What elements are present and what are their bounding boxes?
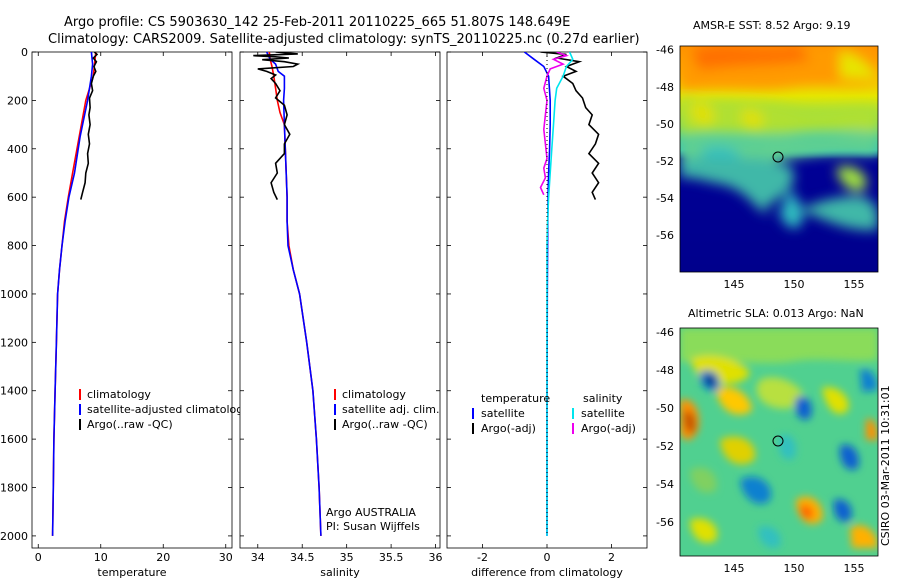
depth-tick-label: 1200 [0, 336, 28, 349]
sla-map-xtick-label: 150 [784, 562, 805, 575]
sst-map-ytick-label: -56 [656, 229, 674, 242]
difference-xlabel: difference from climatology [471, 566, 623, 579]
salinity-xtick-label: 35 [340, 551, 354, 564]
sla-map-title: Altimetric SLA: 0.013 Argo: NaN [688, 307, 864, 320]
sla-map-ytick-label: -54 [656, 478, 674, 491]
temperature-series-satellite-adjusted-climatology [51, 52, 94, 536]
sst-map-xtick-label: 145 [724, 278, 745, 291]
salinity-panel: 34 34.5 35 35.5 36 salinity climatology satelli… [239, 51, 443, 579]
sla-map-ytick-label: -46 [656, 326, 674, 339]
sst-map: AMSR-E SST: 8.52 Argo: 9.19 [679, 19, 879, 273]
depth-tick-label: 1400 [0, 385, 28, 398]
temperature-legend-label: climatology [87, 388, 151, 401]
temperature-xtick-label: 10 [94, 551, 108, 564]
difference-legend-right-label: salinity [583, 392, 623, 405]
salinity-xtick-label: 36 [429, 551, 443, 564]
difference-xtick-label: 2 [608, 551, 615, 564]
depth-tick-label: 0 [21, 46, 28, 59]
salinity-annotation: PI: Susan Wijffels [326, 520, 420, 533]
difference-legend-left-label: Argo(-adj) [481, 422, 536, 435]
depth-tick-label: 800 [7, 240, 28, 253]
temperature-xlabel: temperature [97, 566, 166, 579]
timestamp-label: CSIRO 03-Mar-2011 10:31:01 [879, 385, 892, 546]
sla-map-ytick-label: -50 [656, 402, 674, 415]
temperature-legend-label: satellite-adjusted climatology [87, 403, 250, 416]
sla-map: Altimetric SLA: 0.013 Argo: NaN [679, 307, 879, 557]
difference-legend-right-label: Argo(-adj) [581, 422, 636, 435]
salinity-series-argo-raw-qc- [253, 52, 301, 200]
difference-legend-left-label: satellite [481, 407, 525, 420]
salinity-xtick-label: 34.5 [290, 551, 315, 564]
title-line-2: Climatology: CARS2009. Satellite-adjuste… [48, 32, 640, 47]
sst-argo-position-marker [772, 151, 784, 163]
temperature-series-argo-raw-qc- [80, 52, 99, 200]
difference-xtick-label: 0 [544, 551, 551, 564]
sst-map-title: AMSR-E SST: 8.52 Argo: 9.19 [693, 19, 851, 32]
sla-map-ytick-label: -52 [656, 440, 674, 453]
temperature-panel: 0 10 20 30 0 200 400 600 800 1000 1200 1400 1600 1800… [0, 46, 250, 579]
temperature-legend-label: Argo(..raw -QC) [87, 418, 173, 431]
depth-tick-label: 200 [7, 94, 28, 107]
sst-map-ytick-label: -54 [656, 192, 674, 205]
depth-tick-label: 1000 [0, 288, 28, 301]
difference-legend-right-label: satellite [581, 407, 625, 420]
depth-tick-label: 1800 [0, 482, 28, 495]
depth-tick-label: 2000 [0, 530, 28, 543]
title-line-1: Argo profile: CS 5903630_142 25-Feb-2011… [64, 15, 570, 30]
temperature-xtick-label: 20 [156, 551, 170, 564]
sla-map-ytick-label: -48 [656, 364, 674, 377]
sst-map-ytick-label: -46 [656, 44, 674, 57]
sla-map-xtick-label: 145 [724, 562, 745, 575]
salinity-series-satellite-adj-clim- [265, 52, 322, 536]
sst-map-ytick-label: -50 [656, 118, 674, 131]
salinity-xlabel: salinity [320, 566, 360, 579]
difference-series-temperature-argo-adj- [540, 52, 600, 200]
sla-map-xtick-label: 155 [844, 562, 865, 575]
sla-map-ytick-label: -56 [656, 516, 674, 529]
sst-map-ytick-label: -48 [656, 81, 674, 94]
temperature-xtick-label: 0 [35, 551, 42, 564]
difference-panel: -2 0 2 difference from climatology temperatu… [446, 51, 648, 579]
salinity-legend-label: Argo(..raw -QC) [342, 418, 428, 431]
difference-xtick-label: -2 [477, 551, 488, 564]
salinity-annotation: Argo AUSTRALIA [326, 506, 416, 519]
sla-map-axes: 145 150 155 -46 -48 -50 -52 -54 -56 [656, 326, 864, 575]
temperature-xtick-label: 30 [219, 551, 233, 564]
sst-map-xtick-label: 150 [784, 278, 805, 291]
salinity-legend-label: climatology [342, 388, 406, 401]
difference-series-salinity-satellite [546, 52, 574, 536]
salinity-plot-frame [239, 51, 441, 549]
sla-argo-position-marker [772, 435, 784, 447]
depth-tick-label: 400 [7, 143, 28, 156]
salinity-legend-label: satellite adj. clim. [342, 403, 439, 416]
salinity-xtick-label: 35.5 [379, 551, 404, 564]
sst-map-xtick-label: 155 [844, 278, 865, 291]
depth-tick-label: 600 [7, 191, 28, 204]
depth-tick-label: 1600 [0, 433, 28, 446]
difference-legend-left-label: temperature [481, 392, 550, 405]
sst-map-ytick-label: -52 [656, 155, 674, 168]
temperature-plot-frame [31, 51, 233, 549]
salinity-xtick-label: 34 [251, 551, 265, 564]
difference-series-salinity-argo-adj- [539, 52, 569, 196]
